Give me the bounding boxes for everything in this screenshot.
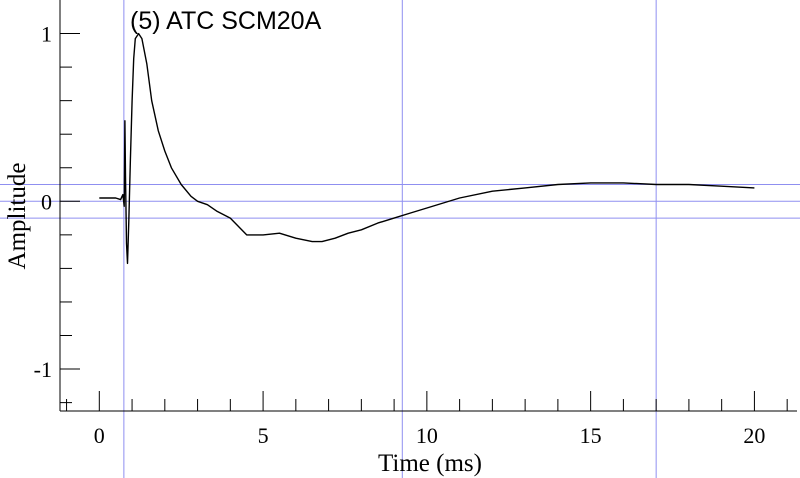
ticks [60,33,788,411]
x-tick-label-0: 0 [94,423,105,448]
series-line-0 [99,32,755,265]
x-axis-label: Time (ms) [378,450,482,477]
x-tick-label-3: 15 [580,423,602,448]
x-tick-label-2: 10 [416,423,438,448]
series-group [99,32,755,265]
axes [59,0,797,412]
tick-labels: 10-10 5 10 15 20 [34,22,766,448]
chart-title: (5) ATC SCM20A [130,7,322,35]
y-tick-label-2: -1 [34,357,52,382]
y-tick-label-1: 0 [41,189,52,214]
y-tick-label-0: 1 [41,22,52,47]
x-tick-label-4: 20 [743,423,765,448]
y-axis-label: Amplitude [4,163,31,270]
x-tick-label-1: 5 [258,423,269,448]
